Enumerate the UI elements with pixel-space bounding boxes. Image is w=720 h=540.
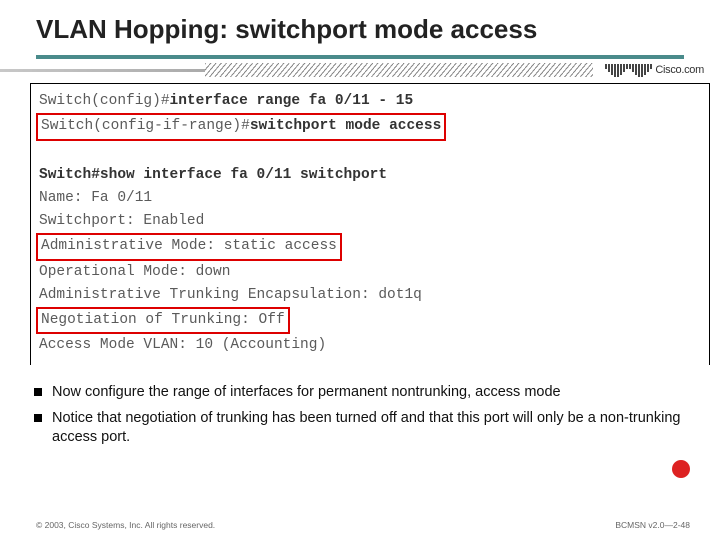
cli-line-10: Access Mode VLAN: 10 (Accounting) bbox=[39, 334, 701, 357]
logo-text: Cisco.com bbox=[655, 64, 704, 76]
cli-line-1: Switch(config)#interface range fa 0/11 -… bbox=[39, 90, 701, 113]
cli-line-4: Name: Fa 0/11 bbox=[39, 187, 701, 210]
cli-line-5: Switchport: Enabled bbox=[39, 210, 701, 233]
slide-footer: © 2003, Cisco Systems, Inc. All rights r… bbox=[0, 520, 720, 530]
divider-hatch bbox=[205, 63, 593, 77]
bullet-dot-icon bbox=[34, 388, 42, 396]
bullet-item-1: Now configure the range of interfaces fo… bbox=[34, 383, 694, 403]
cisco-logo: Cisco.com bbox=[599, 64, 710, 77]
bullet-dot-icon bbox=[34, 414, 42, 422]
cli-spacer bbox=[39, 141, 701, 164]
cli-line-2: Switch(config-if-range)#switchport mode … bbox=[39, 113, 701, 140]
slide-number: BCMSN v2.0—2-48 bbox=[615, 520, 690, 530]
bullet-item-2: Notice that negotiation of trunking has … bbox=[34, 409, 694, 448]
red-dot-icon bbox=[672, 460, 690, 478]
header-divider: Cisco.com bbox=[0, 63, 720, 77]
cli-line-3: Switch#show interface fa 0/11 switchport bbox=[39, 164, 701, 187]
divider-solid bbox=[0, 69, 205, 72]
slide-title: VLAN Hopping: switchport mode access bbox=[0, 0, 720, 49]
cli-line-7: Operational Mode: down bbox=[39, 261, 701, 284]
bullet-text: Now configure the range of interfaces fo… bbox=[52, 383, 561, 403]
terminal-output: Switch(config)#interface range fa 0/11 -… bbox=[30, 83, 710, 365]
title-underline bbox=[36, 55, 684, 59]
copyright-text: © 2003, Cisco Systems, Inc. All rights r… bbox=[36, 520, 215, 530]
cli-line-8: Administrative Trunking Encapsulation: d… bbox=[39, 284, 701, 307]
cli-line-6: Administrative Mode: static access bbox=[39, 233, 701, 260]
bullet-list: Now configure the range of interfaces fo… bbox=[34, 383, 694, 448]
bullet-text: Notice that negotiation of trunking has … bbox=[52, 409, 694, 448]
cli-line-9: Negotiation of Trunking: Off bbox=[39, 307, 701, 334]
